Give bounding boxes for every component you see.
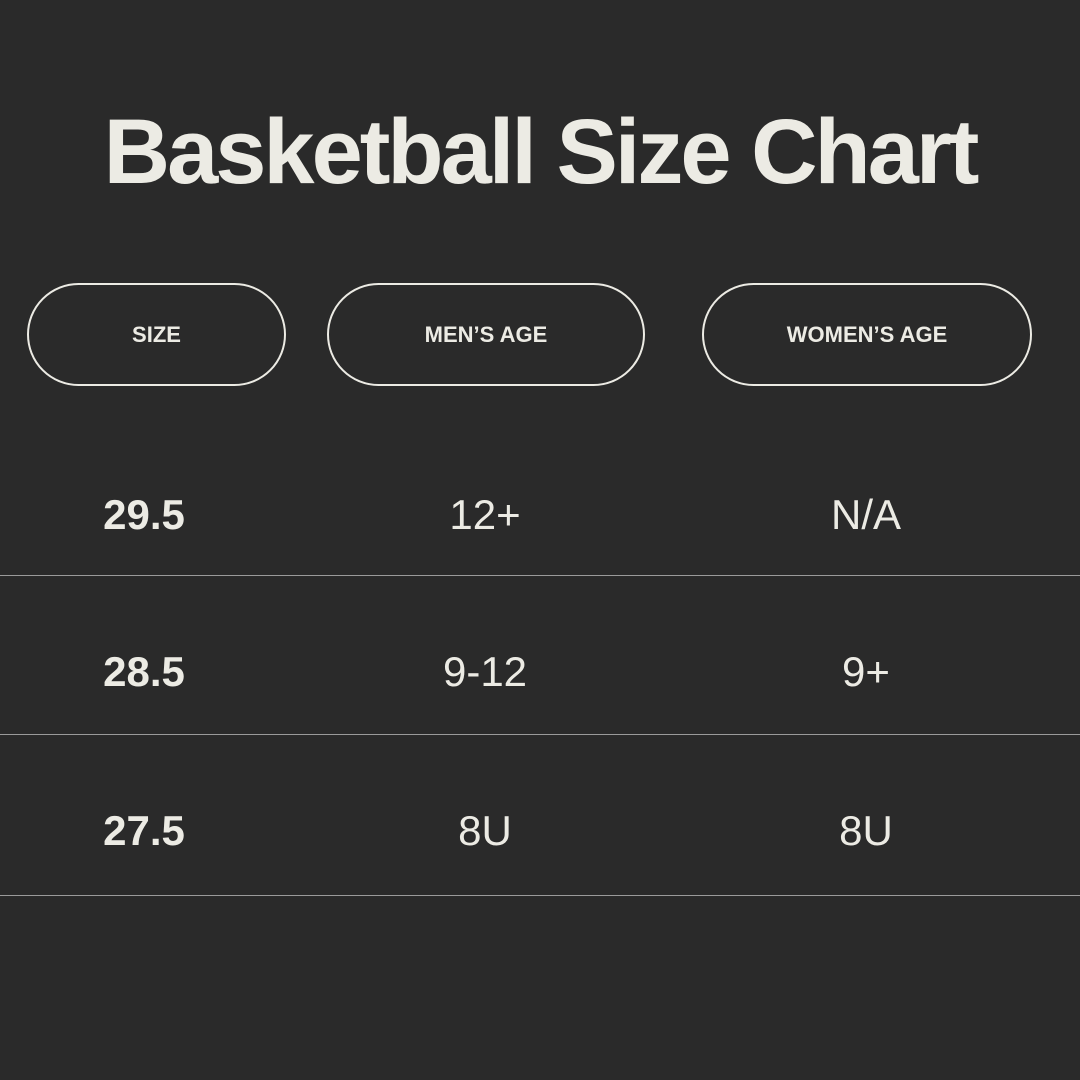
row-divider — [0, 734, 1080, 735]
womens-age-cell: N/A — [830, 491, 902, 538]
header-womens-age: WOMEN’S AGE — [702, 283, 1032, 386]
mens-age-cell: 8U — [458, 807, 512, 854]
mens-age-cell: 9-12 — [442, 648, 528, 695]
page-title: Basketball Size Chart — [103, 101, 980, 203]
row-divider — [0, 895, 1080, 896]
size-cell: 29.5 — [103, 491, 185, 538]
mens-age-cell: 12+ — [449, 491, 521, 538]
header-mens-age: MEN’S AGE — [327, 283, 645, 386]
size-cell: 27.5 — [103, 807, 185, 854]
size-cell: 28.5 — [103, 648, 185, 695]
header-size: SIZE — [27, 283, 286, 386]
row-divider — [0, 575, 1080, 576]
womens-age-cell: 9+ — [842, 648, 890, 695]
womens-age-cell: 8U — [839, 807, 893, 854]
